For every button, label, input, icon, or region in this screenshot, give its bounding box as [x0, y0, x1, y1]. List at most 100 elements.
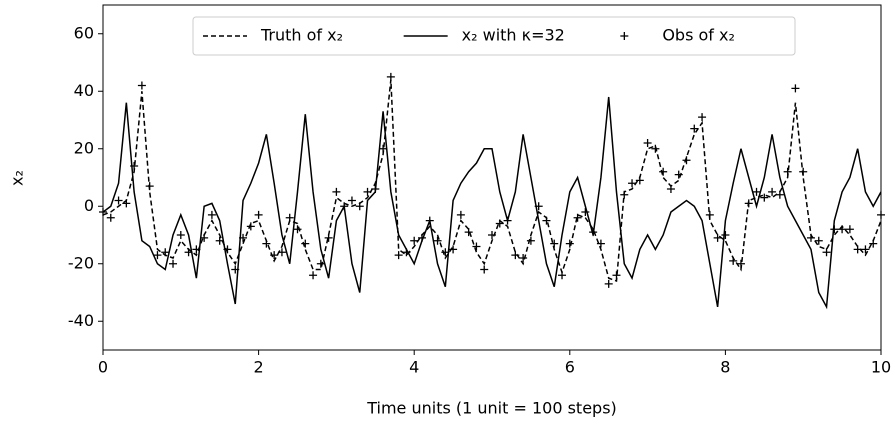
series-line — [103, 96, 881, 310]
obs-marker — [145, 182, 154, 191]
obs-marker — [153, 251, 162, 260]
obs-marker — [596, 239, 605, 248]
obs-marker — [169, 259, 178, 268]
obs-marker — [705, 210, 714, 219]
obs-marker — [620, 190, 629, 199]
obs-marker — [122, 199, 131, 208]
obs-marker — [511, 251, 520, 260]
x-axis-label: Time units (1 unit = 100 steps) — [366, 399, 617, 418]
obs-marker — [542, 216, 551, 225]
obs-marker — [371, 185, 380, 193]
obs-marker — [534, 202, 543, 211]
obs-marker — [254, 210, 263, 219]
obs-marker — [775, 190, 784, 199]
obs-marker — [355, 202, 364, 211]
obs-marker — [410, 236, 419, 245]
obs-marker — [814, 236, 823, 245]
obs-marker — [573, 213, 582, 222]
obs-marker — [449, 245, 458, 254]
x-tick-label: 6 — [565, 358, 575, 377]
obs-marker — [363, 187, 372, 196]
obs-marker — [558, 271, 567, 280]
x-tick-label: 2 — [254, 358, 264, 377]
obs-marker — [347, 196, 356, 205]
obs-marker — [635, 176, 644, 185]
obs-marker — [114, 196, 123, 205]
obs-marker — [713, 233, 722, 242]
obs-marker — [106, 213, 115, 222]
obs-marker — [690, 124, 699, 133]
obs-marker — [830, 225, 839, 234]
obs-marker — [721, 231, 730, 239]
obs-marker — [433, 236, 442, 245]
obs-marker — [666, 185, 675, 193]
obs-marker — [682, 156, 691, 165]
obs-marker — [744, 199, 753, 208]
obs-marker — [643, 139, 652, 147]
obs-marker — [316, 259, 325, 268]
obs-marker — [270, 251, 279, 260]
obs-marker — [176, 231, 185, 239]
obs-marker — [379, 144, 388, 153]
obs-marker — [324, 233, 333, 242]
obs-marker — [394, 251, 403, 260]
obs-marker — [192, 245, 201, 254]
obs-marker — [791, 84, 800, 93]
x-tick-label: 4 — [409, 358, 419, 377]
legend-label: x₂ with κ=32 — [462, 26, 565, 45]
obs-marker — [674, 170, 683, 179]
obs-marker — [628, 179, 637, 188]
obs-marker — [659, 167, 668, 176]
obs-marker — [425, 216, 434, 225]
obs-marker — [768, 187, 777, 196]
obs-marker — [495, 219, 504, 228]
y-tick-label: 60 — [74, 23, 94, 42]
obs-marker — [207, 210, 216, 219]
obs-marker — [246, 222, 255, 231]
y-tick-label: 40 — [74, 81, 94, 100]
y-tick-label: -20 — [68, 253, 94, 272]
obs-marker — [441, 248, 450, 257]
obs-marker — [488, 231, 496, 239]
obs-marker — [184, 248, 193, 257]
y-tick-label: 20 — [74, 138, 94, 157]
obs-marker — [417, 233, 426, 242]
obs-marker — [565, 239, 574, 248]
obs-marker — [760, 193, 769, 202]
obs-marker — [402, 248, 411, 257]
obs-marker — [301, 239, 310, 248]
obs-marker — [853, 245, 862, 254]
y-axis-label: x₂ — [8, 170, 27, 186]
obs-marker — [729, 256, 738, 265]
obs-marker — [752, 187, 761, 196]
obs-marker — [262, 239, 271, 248]
legend-label: Obs of x₂ — [662, 26, 735, 45]
obs-marker — [612, 271, 621, 280]
obs-marker — [472, 242, 481, 251]
obs-marker — [215, 236, 224, 245]
obs-marker — [698, 113, 707, 122]
obs-marker — [651, 144, 660, 153]
obs-marker — [589, 228, 598, 237]
obs-marker — [332, 187, 341, 196]
obs-marker — [503, 216, 512, 225]
obs-marker — [799, 167, 808, 176]
obs-marker — [519, 254, 528, 262]
obs-marker — [293, 225, 302, 234]
obs-marker — [130, 162, 139, 170]
obs-marker — [783, 167, 792, 176]
series-line — [103, 79, 881, 283]
obs-marker — [550, 239, 559, 248]
obs-marker — [806, 233, 815, 242]
obs-marker — [526, 236, 535, 245]
obs-marker — [604, 279, 613, 288]
obs-marker — [277, 248, 286, 257]
obs-marker — [869, 239, 878, 248]
obs-marker — [200, 233, 209, 242]
obs-marker — [456, 210, 465, 219]
obs-marker — [309, 271, 318, 280]
obs-marker — [736, 259, 745, 268]
obs-marker — [386, 72, 395, 81]
obs-marker — [838, 225, 847, 234]
